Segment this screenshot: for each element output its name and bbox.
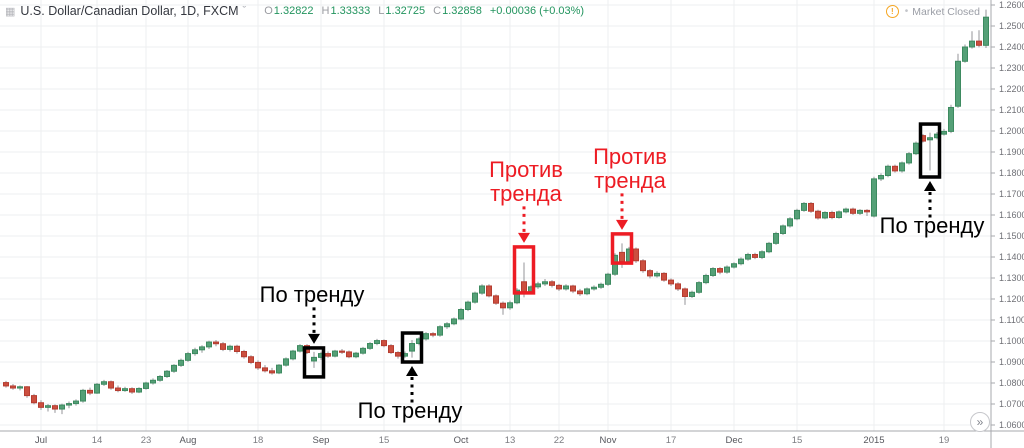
time-axis-label: Nov: [600, 435, 617, 446]
market-status-label: Market Closed: [912, 5, 980, 18]
annotation: По тренду: [880, 122, 985, 238]
symbol-title[interactable]: U.S. Dollar/Canadian Dollar, 1D, FXCM: [20, 4, 239, 18]
time-axis-label: Dec: [726, 435, 743, 446]
time-axis-label: Aug: [180, 435, 197, 446]
change-value: +0.00036 (+0.03%): [489, 5, 585, 17]
high-value: 1.33333: [330, 5, 371, 17]
time-axis-label: 18: [253, 435, 264, 446]
symbol-icon: ▦: [5, 5, 16, 18]
annotation: По тренду: [358, 331, 463, 423]
annotation: По тренду: [260, 282, 365, 379]
time-axis-label: Sep: [313, 435, 330, 446]
time-axis-label: 17: [666, 435, 677, 446]
annotation-label: тренда: [594, 168, 667, 193]
symbol-header: ▦ U.S. Dollar/Canadian Dollar, 1D, FXCM …: [5, 4, 584, 18]
annotation-label: Против: [489, 157, 563, 182]
time-axis-label: 15: [379, 435, 390, 446]
price-axis-label: 1.18000: [999, 168, 1024, 178]
highlight-box: [302, 346, 326, 379]
price-axis-label: 1.11000: [999, 315, 1024, 325]
time-axis-label: 13: [505, 435, 516, 446]
high-label: H: [321, 5, 330, 17]
close-label: C: [433, 5, 442, 17]
scroll-to-realtime-button[interactable]: »: [970, 412, 990, 432]
low-label: L: [378, 5, 385, 17]
arrow-up-icon: [406, 366, 418, 376]
status-dot-icon: •: [904, 6, 909, 17]
time-axis-label: 22: [554, 435, 565, 446]
annotation-label: По тренду: [880, 213, 985, 238]
close-value: 1.32858: [442, 5, 482, 17]
annotation-label: Против: [593, 144, 667, 169]
highlight-box: [512, 245, 536, 295]
candle-series: [3, 9, 989, 415]
annotation-label: По тренду: [358, 398, 463, 423]
highlight-box: [400, 331, 424, 364]
price-axis-label: 1.08000: [999, 378, 1024, 388]
price-axis-label: 1.26000: [999, 0, 1024, 10]
time-axis-label: 23: [141, 435, 152, 446]
open-value: 1.32822: [273, 5, 314, 17]
time-axis-label: 14: [92, 435, 103, 446]
market-status: ! • Market Closed: [885, 5, 980, 18]
highlight-box: [610, 232, 634, 265]
arrow-down-icon: [308, 333, 320, 344]
time-axis-label: 19: [939, 435, 950, 446]
arrow-up-icon: [924, 180, 936, 191]
open-label: O: [264, 5, 273, 17]
price-axis-label: 1.19000: [999, 147, 1024, 157]
price-axis-label: 1.25000: [999, 21, 1024, 31]
price-axis-label: 1.12000: [999, 294, 1024, 304]
time-axis-label: Oct: [454, 435, 469, 446]
price-axis-label: 1.13000: [999, 273, 1024, 283]
low-value: 1.32725: [385, 5, 426, 17]
chevron-down-icon[interactable]: ˇ: [242, 5, 247, 17]
price-axis-label: 1.23000: [999, 63, 1024, 73]
price-axis-label: 1.10000: [999, 336, 1024, 346]
time-axis-label: 15: [792, 435, 803, 446]
price-axis-label: 1.16000: [999, 210, 1024, 220]
price-axis-label: 1.20000: [999, 126, 1024, 136]
price-axis-label: 1.07000: [999, 399, 1024, 409]
price-axis-label: 1.17000: [999, 189, 1024, 199]
annotation-label: По тренду: [260, 282, 365, 307]
price-axis-label: 1.24000: [999, 42, 1024, 52]
price-axis-label: 1.14000: [999, 252, 1024, 262]
arrow-down-icon: [616, 219, 628, 230]
highlight-box: [918, 122, 942, 179]
price-axis-label: 1.21000: [999, 105, 1024, 115]
annotation-label: тренда: [490, 181, 563, 206]
time-axis-label: 2015: [863, 435, 884, 446]
double-chevron-right-icon: »: [977, 415, 984, 429]
price-axis-label: 1.06000: [999, 420, 1024, 430]
warning-icon[interactable]: !: [885, 5, 899, 18]
time-axis-label: Jul: [35, 435, 47, 446]
price-axis-label: 1.22000: [999, 84, 1024, 94]
price-axis-label: 1.15000: [999, 231, 1024, 241]
price-axis-label: 1.09000: [999, 357, 1024, 367]
arrow-down-icon: [518, 232, 530, 243]
